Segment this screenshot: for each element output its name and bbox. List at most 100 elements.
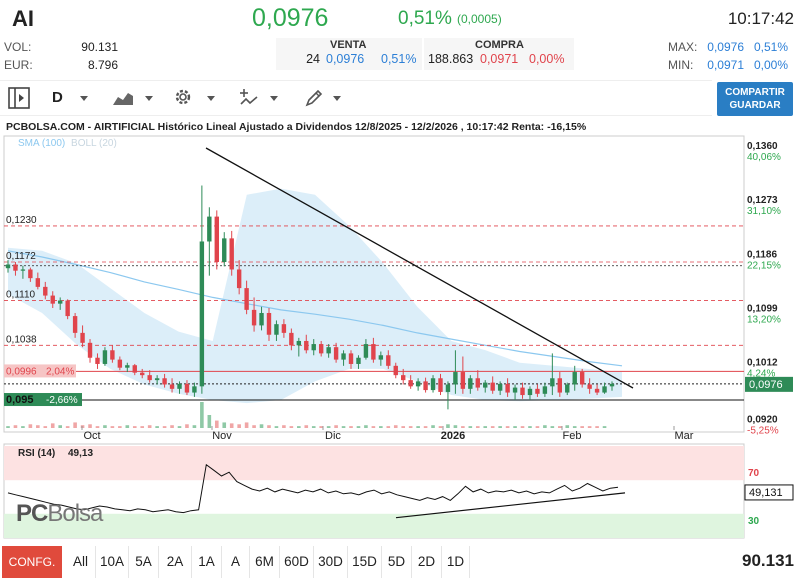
candle-body xyxy=(445,384,451,392)
draw-pencil-icon[interactable] xyxy=(303,87,325,109)
chevron-down-icon[interactable] xyxy=(270,96,278,101)
volume-bar xyxy=(520,426,525,428)
volume-bar xyxy=(88,424,92,428)
range-6m[interactable]: 6M xyxy=(250,546,280,578)
candle-body xyxy=(296,340,302,346)
area-chart-icon[interactable] xyxy=(112,88,134,108)
volume-bar xyxy=(6,426,10,428)
sell-header: VENTA xyxy=(330,39,367,51)
candle-body xyxy=(311,344,316,351)
ticker-symbol: AI xyxy=(12,6,34,31)
range-15d[interactable]: 15D xyxy=(348,546,382,578)
panel-toggle-icon[interactable] xyxy=(7,86,31,110)
volume-bar xyxy=(513,426,517,428)
range-all[interactable]: All xyxy=(66,546,96,578)
candle-body xyxy=(550,378,555,387)
chevron-down-icon[interactable] xyxy=(80,96,88,101)
candle-body xyxy=(386,355,391,366)
candle-body xyxy=(527,388,533,396)
candle-body xyxy=(348,353,354,364)
rsi-trendline xyxy=(395,492,626,519)
candle-body xyxy=(304,340,309,351)
volume-bar xyxy=(132,426,137,428)
axis-price-label: 0,1012 xyxy=(747,357,778,368)
range-2a[interactable]: 2A xyxy=(159,546,192,578)
volume-bar xyxy=(200,402,204,428)
period-selector[interactable]: D xyxy=(52,89,63,106)
candle-body xyxy=(579,372,585,385)
axis-pct-label: 40,06% xyxy=(747,152,781,163)
range-5a[interactable]: 5A xyxy=(129,546,159,578)
change-percent: 0,51% xyxy=(398,8,452,29)
toolbar xyxy=(0,80,712,116)
volume-bar xyxy=(214,420,219,428)
volume-bar xyxy=(565,425,570,428)
bollinger-band xyxy=(8,188,622,404)
buy-pct: 0,00% xyxy=(529,52,565,66)
candle-body xyxy=(393,365,398,376)
volume-bar xyxy=(162,426,167,428)
candle-body xyxy=(557,378,563,393)
rsi-axis-value: 49,131 xyxy=(749,487,783,499)
axis-price-label: 0,0920 xyxy=(747,415,778,426)
candle-body xyxy=(497,383,503,391)
share-save-button[interactable]: COMPARTIR GUARDAR xyxy=(717,82,793,116)
legend-boll[interactable]: BOLL (20) xyxy=(71,138,117,149)
volume-bar xyxy=(401,426,406,428)
candle-body xyxy=(35,278,41,287)
eur-value: 8.796 xyxy=(87,58,118,72)
config-button[interactable]: CONFG. xyxy=(2,546,62,578)
volume-bar xyxy=(550,426,555,428)
volume-bar xyxy=(192,425,197,428)
vol-value: 90.131 xyxy=(81,40,118,54)
volume-bar xyxy=(118,426,122,428)
x-label: Feb xyxy=(563,430,582,442)
badge-price: 0,095 xyxy=(6,394,34,406)
candle-body xyxy=(117,359,123,368)
buy-price: 0,0971 xyxy=(480,52,519,66)
candle-body xyxy=(565,384,570,393)
volume-bar xyxy=(110,426,115,428)
price-chart[interactable]: 0,1230 0,1172 0,1110 0,1038 0,0996 2,04% 0,095… xyxy=(0,134,808,546)
range-2d[interactable]: 2D xyxy=(412,546,442,578)
range-a[interactable]: A xyxy=(222,546,250,578)
candle-body xyxy=(401,375,406,381)
rsi-label: RSI (14) xyxy=(18,448,55,459)
buy-box xyxy=(424,38,574,70)
range-10a[interactable]: 10A xyxy=(96,546,129,578)
candle-body xyxy=(341,353,346,360)
volume-bar xyxy=(170,425,174,428)
max-label: MAX: xyxy=(668,40,698,54)
chevron-down-icon[interactable] xyxy=(333,96,341,101)
volume-bar xyxy=(416,426,420,428)
volume-bar xyxy=(349,426,353,428)
volume-bar xyxy=(289,426,294,428)
indicators-icon[interactable] xyxy=(238,87,260,109)
gear-icon[interactable] xyxy=(172,86,194,108)
chart-title: PCBOLSA.COM - AIRTIFICIAL Histórico Line… xyxy=(6,121,587,133)
badge-price: 0,0996 xyxy=(6,366,37,377)
range-30d[interactable]: 30D xyxy=(314,546,348,578)
range-1d[interactable]: 1D xyxy=(442,546,470,578)
candle-body xyxy=(602,386,607,393)
candle-body xyxy=(587,384,592,389)
volume-bar xyxy=(379,426,383,428)
range-60d[interactable]: 60D xyxy=(280,546,314,578)
rsi-line xyxy=(7,463,619,514)
range-5d[interactable]: 5D xyxy=(382,546,412,578)
chevron-down-icon[interactable] xyxy=(207,96,215,101)
candle-body xyxy=(259,312,264,326)
volume-bar xyxy=(468,426,473,428)
level-label: 0,1172 xyxy=(6,251,36,262)
range-1a[interactable]: 1A xyxy=(192,546,222,578)
volume-bar xyxy=(558,426,562,428)
chevron-down-icon[interactable] xyxy=(145,96,153,101)
legend-sma[interactable]: SMA (100) xyxy=(18,138,66,149)
candle-body xyxy=(415,381,421,387)
candle-body xyxy=(609,383,615,387)
max-pct: 0,51% xyxy=(753,40,788,54)
axis-price-label: 0,1360 xyxy=(747,141,778,152)
volume-bar xyxy=(483,426,488,428)
volume-bar xyxy=(73,422,77,428)
candle-body xyxy=(453,372,458,385)
